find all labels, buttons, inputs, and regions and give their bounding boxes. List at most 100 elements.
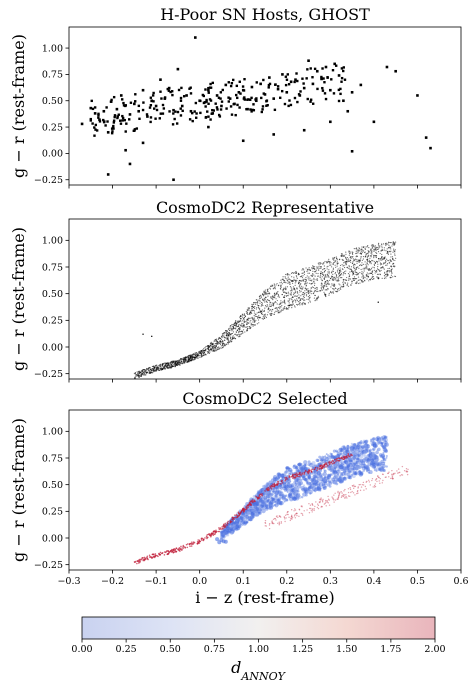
data-point [367, 264, 369, 266]
data-point [352, 273, 355, 275]
data-point [298, 294, 300, 296]
data-point [376, 437, 379, 440]
data-point [383, 458, 387, 462]
data-point [287, 276, 289, 278]
data-point [305, 284, 307, 286]
data-point [368, 269, 370, 271]
data-point [246, 98, 249, 101]
data-point [261, 490, 265, 494]
data-point [377, 263, 379, 265]
data-point [294, 487, 298, 490]
data-point [363, 465, 366, 469]
data-point [326, 476, 330, 480]
data-point [350, 465, 356, 471]
data-point [363, 270, 365, 272]
data-point [371, 443, 374, 447]
data-point [296, 100, 299, 104]
data-point [172, 360, 174, 362]
data-point [272, 305, 275, 307]
data-point [361, 457, 367, 463]
data-point [177, 361, 179, 363]
data-point [386, 243, 388, 245]
data-point [226, 527, 229, 530]
data-point [254, 99, 258, 103]
data-point [336, 263, 338, 265]
data-point [323, 284, 326, 286]
data-point [267, 486, 269, 489]
data-point [313, 487, 318, 492]
data-point [281, 485, 284, 489]
data-point [354, 462, 359, 466]
data-point [276, 85, 280, 88]
data-point [296, 299, 298, 301]
data-point [313, 509, 315, 512]
data-point [175, 550, 178, 553]
data-point [247, 519, 250, 522]
data-point [160, 97, 163, 100]
data-point [294, 473, 296, 475]
data-point [345, 279, 348, 281]
data-point [165, 365, 167, 367]
data-point [236, 335, 238, 337]
data-point [226, 521, 229, 524]
data-point [338, 467, 341, 470]
data-point [258, 305, 260, 307]
data-point [358, 259, 360, 261]
data-point [235, 518, 240, 524]
data-point [265, 306, 267, 308]
data-point [264, 305, 267, 307]
data-point [326, 279, 329, 282]
data-point [381, 482, 384, 484]
data-point [311, 76, 314, 79]
data-point [258, 511, 262, 515]
data-point [320, 475, 324, 479]
data-point [308, 469, 311, 471]
data-point [307, 302, 310, 304]
data-point [335, 471, 338, 474]
data-point [196, 357, 198, 359]
data-point [274, 296, 276, 298]
data-point [112, 127, 115, 130]
data-point [312, 292, 315, 294]
data-point [251, 509, 256, 513]
data-point [231, 520, 233, 523]
data-point [308, 282, 310, 284]
data-point [355, 447, 360, 451]
data-point [256, 304, 258, 306]
y-tick-label: 0.50 [42, 96, 63, 107]
data-point [382, 451, 385, 454]
data-point [341, 445, 346, 451]
data-point [365, 254, 367, 256]
data-point [365, 443, 369, 446]
data-point [299, 300, 301, 302]
data-point [274, 500, 277, 503]
data-point [224, 83, 228, 87]
data-point [213, 348, 215, 350]
data-point [255, 513, 259, 516]
data-point [189, 354, 191, 357]
data-point [328, 460, 331, 463]
data-point [319, 463, 322, 465]
data-point [226, 338, 229, 340]
data-point [254, 507, 260, 512]
data-point [138, 558, 141, 561]
data-point [364, 444, 369, 449]
data-point [386, 263, 389, 265]
data-point [295, 496, 300, 501]
data-point [311, 102, 315, 105]
data-point [385, 455, 388, 458]
data-point [268, 505, 272, 509]
data-point [274, 286, 276, 288]
data-point [344, 458, 349, 463]
data-point [289, 283, 291, 285]
data-point [237, 525, 240, 529]
data-point [379, 273, 381, 275]
data-point [248, 503, 251, 506]
data-point [160, 363, 162, 365]
data-point [334, 276, 336, 278]
data-point [299, 302, 301, 304]
data-point [259, 299, 261, 301]
data-point [325, 466, 327, 468]
data-point [340, 76, 344, 80]
data-point [320, 270, 322, 273]
